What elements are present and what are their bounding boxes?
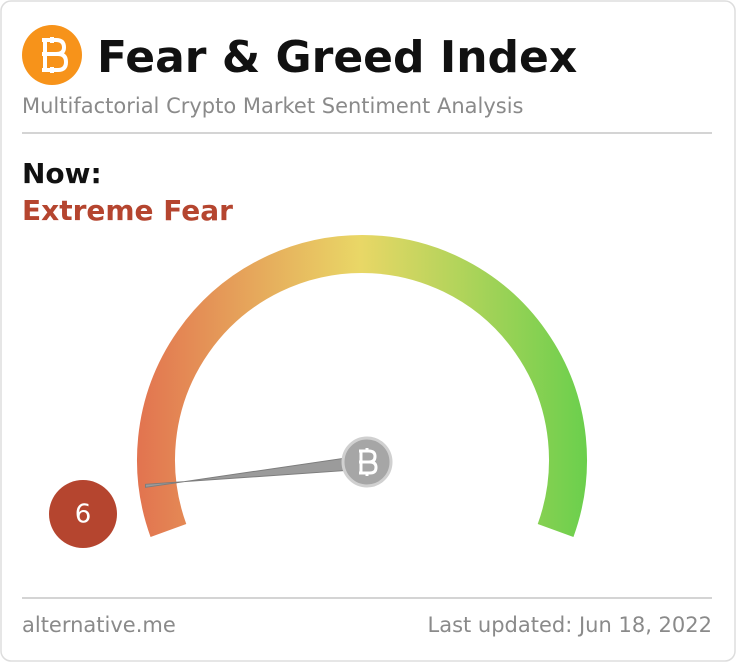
bitcoin-logo bbox=[22, 25, 82, 85]
last-updated: Last updated: Jun 18, 2022 bbox=[428, 613, 713, 637]
gauge: 6 bbox=[49, 235, 587, 548]
now-label: Now: bbox=[22, 157, 102, 190]
source: alternative.me bbox=[22, 613, 176, 637]
value-label: 6 bbox=[75, 500, 92, 530]
subtitle: Multifactorial Crypto Market Sentiment A… bbox=[22, 94, 524, 118]
classification: Extreme Fear bbox=[22, 194, 233, 227]
title: Fear & Greed Index bbox=[97, 32, 577, 83]
value-badge bbox=[49, 480, 117, 548]
gauge-arc bbox=[137, 235, 587, 537]
hub-logo bbox=[359, 448, 378, 476]
